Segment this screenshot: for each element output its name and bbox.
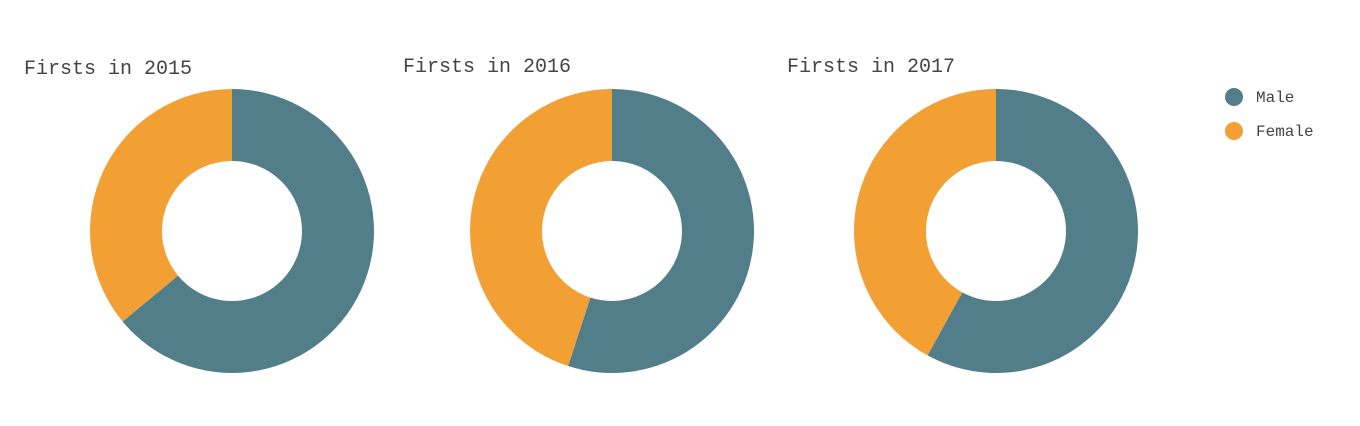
donut-chart-3: Firsts in 2017 xyxy=(787,56,1138,373)
legend-marker-female[interactable] xyxy=(1225,122,1243,140)
slice-male[interactable] xyxy=(568,89,754,373)
slice-female[interactable] xyxy=(89,89,232,322)
donut-chart-1: Firsts in 2015 xyxy=(24,58,374,373)
legend-marker-male[interactable] xyxy=(1225,88,1243,106)
chart-title: Firsts in 2017 xyxy=(787,56,955,79)
legend: Male Female xyxy=(1225,88,1314,141)
chart-title: Firsts in 2015 xyxy=(24,58,192,81)
slice-female[interactable] xyxy=(854,89,996,356)
slice-male[interactable] xyxy=(122,89,374,373)
chart-title: Firsts in 2016 xyxy=(403,56,571,79)
donut-chart-2: Firsts in 2016 xyxy=(403,56,754,373)
slice-male[interactable] xyxy=(927,89,1138,373)
legend-label-female[interactable]: Female xyxy=(1256,123,1314,141)
slice-female[interactable] xyxy=(470,89,612,367)
legend-label-male[interactable]: Male xyxy=(1256,89,1294,107)
